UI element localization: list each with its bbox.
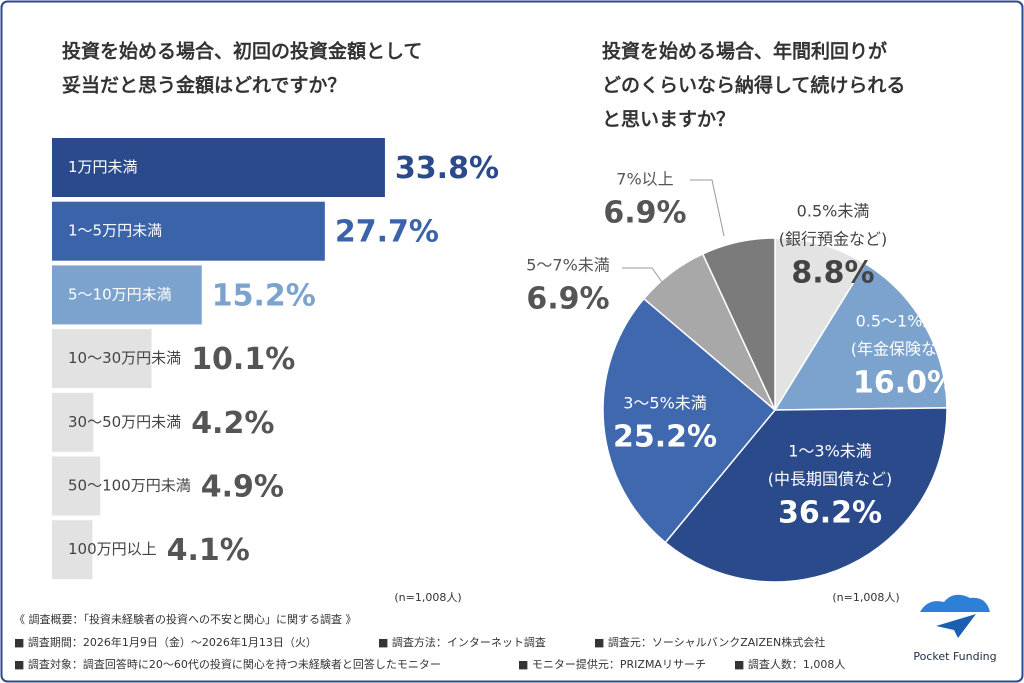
bar-value: 27.7% — [335, 215, 439, 250]
slice-category: 5〜7%未満 — [526, 256, 610, 275]
bar — [52, 201, 325, 261]
pie-slice — [701, 237, 776, 411]
logo-text: Pocket Funding — [913, 650, 996, 663]
footer-heading: 《 調査概要：「投資未経験者の投資への不安と関心」に関する調査 》 — [14, 612, 357, 626]
bar — [52, 138, 385, 197]
bar-category: 10〜30万円未満 — [68, 349, 181, 367]
chart-title: 妥当だと思う金額はどれですか？ — [62, 74, 346, 97]
bar-category: 100万円以上 — [68, 540, 157, 558]
bar — [52, 456, 101, 516]
chart-title: 投資を始める場合、年間利回りが — [602, 40, 887, 63]
logo: Pocket Funding — [913, 594, 997, 663]
bar-value: 4.2% — [191, 406, 274, 441]
bar — [52, 329, 152, 389]
footer-item: ■ モニター提供元：PRIZMAリサーチ — [518, 657, 706, 671]
pie-slice — [774, 237, 867, 413]
pie-slice — [602, 297, 777, 544]
slice-value: 8.8% — [791, 256, 874, 291]
slice-value: 6.9% — [526, 282, 609, 317]
slice-value: 36.2% — [778, 496, 882, 531]
chart-title: 投資を始める場合、初回の投資金額として — [62, 40, 422, 63]
bar-value: 33.8% — [395, 151, 499, 186]
bar-value: 10.1% — [191, 342, 295, 377]
bar-value: 15.2% — [212, 278, 316, 313]
bar-category: 30〜50万円未満 — [68, 413, 181, 431]
slice-value: 16.0% — [853, 366, 957, 401]
sample-note: (n=1,008人) — [394, 591, 461, 604]
slice-category: 0.5%未満 — [797, 202, 870, 221]
slice-category: 7%以上 — [616, 170, 673, 189]
chart-title: と思いますか？ — [602, 109, 735, 131]
logo-cloud — [920, 594, 990, 612]
pie-slice — [664, 407, 948, 583]
footer-item: ■ 調査人数：1,008人 — [734, 657, 845, 671]
leader-line — [622, 267, 663, 283]
pie-slice — [773, 262, 948, 411]
chart-title: どのくらいなら納得して続けられる — [602, 74, 905, 97]
slice-value: 25.2% — [613, 420, 717, 455]
bar-category: 5〜10万円未満 — [68, 285, 172, 303]
footer-item: ■ 調査対象：調査回答時に20〜60代の投資に関心を持つ未経験者と回答したモニタ… — [14, 657, 441, 671]
footer-item: ■ 調査方法：インターネット調査 — [378, 635, 546, 649]
slice-note: (年金保険など) — [851, 340, 960, 359]
sample-note: (n=1,008人) — [832, 591, 899, 604]
leader-line — [690, 179, 725, 237]
bar-value: 4.9% — [201, 470, 284, 505]
bar-category: 1〜5万円未満 — [68, 222, 162, 240]
bar-value: 4.1% — [167, 533, 250, 568]
bar — [52, 520, 93, 580]
slice-category: 3〜5%未満 — [623, 394, 707, 413]
slice-note: (銀行預金など) — [779, 230, 888, 249]
bar-category: 50〜100万円未満 — [68, 477, 191, 495]
slice-category: 1〜3%未満 — [788, 442, 872, 461]
slice-note: (中長期国債など) — [768, 470, 893, 489]
logo-plane — [936, 614, 976, 638]
slice-category: 0.5〜1%未満 — [856, 312, 955, 331]
footer-item: ■ 調査元：ソーシャルバンクZAIZEN株式会社 — [594, 635, 825, 649]
bar-category: 1万円未満 — [68, 158, 138, 176]
slice-value: 6.9% — [603, 196, 686, 231]
bar — [52, 265, 202, 325]
bar — [52, 392, 94, 452]
footer-item: ■ 調査期間：2026年1月9日（金）〜2026年1月13日（火） — [14, 635, 317, 649]
